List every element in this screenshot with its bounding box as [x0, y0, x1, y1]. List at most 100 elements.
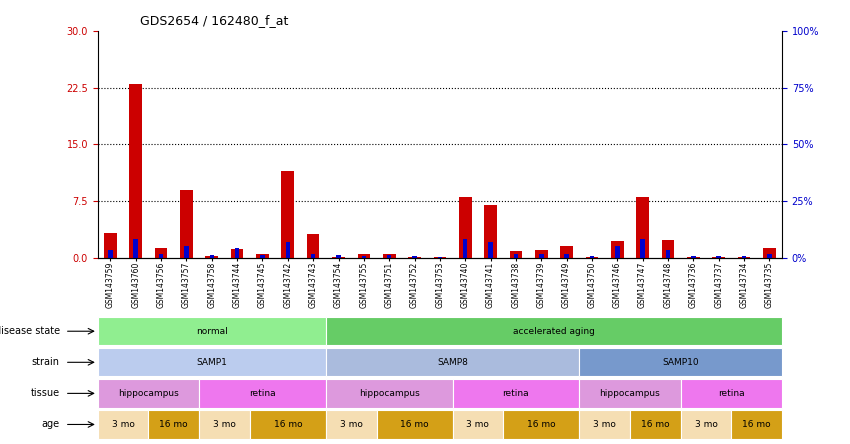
Bar: [184, 246, 189, 258]
Text: tissue: tissue: [31, 388, 60, 398]
Bar: [463, 239, 468, 258]
Bar: [149, 410, 199, 439]
Bar: [438, 257, 442, 258]
Bar: [452, 379, 579, 408]
Bar: [560, 246, 573, 258]
Bar: [579, 379, 681, 408]
Bar: [129, 84, 142, 258]
Bar: [256, 254, 269, 258]
Text: 3 mo: 3 mo: [111, 420, 134, 429]
Bar: [503, 410, 579, 439]
Bar: [180, 190, 193, 258]
Bar: [484, 205, 497, 258]
Bar: [104, 234, 116, 258]
Bar: [564, 254, 569, 258]
Bar: [615, 246, 620, 258]
Bar: [513, 254, 518, 258]
Bar: [206, 256, 218, 258]
Bar: [98, 348, 326, 377]
Text: retina: retina: [502, 389, 530, 398]
Text: age: age: [42, 420, 60, 429]
Bar: [377, 410, 452, 439]
Bar: [361, 256, 366, 258]
Text: 16 mo: 16 mo: [274, 420, 302, 429]
Bar: [199, 379, 326, 408]
Text: SAMP1: SAMP1: [196, 358, 227, 367]
Text: 16 mo: 16 mo: [400, 420, 429, 429]
Bar: [155, 249, 167, 258]
Bar: [687, 257, 700, 258]
Bar: [133, 239, 138, 258]
Bar: [98, 379, 199, 408]
Bar: [579, 410, 630, 439]
Bar: [611, 241, 624, 258]
Text: GDS2654 / 162480_f_at: GDS2654 / 162480_f_at: [140, 14, 289, 27]
Bar: [326, 410, 377, 439]
Bar: [326, 317, 782, 345]
Text: 16 mo: 16 mo: [527, 420, 556, 429]
Bar: [286, 242, 290, 258]
Bar: [326, 348, 579, 377]
Bar: [691, 256, 695, 258]
Text: accelerated aging: accelerated aging: [513, 327, 595, 336]
Bar: [159, 254, 163, 258]
Bar: [260, 255, 264, 258]
Bar: [666, 250, 671, 258]
Bar: [387, 255, 392, 258]
Bar: [209, 255, 214, 258]
Bar: [767, 254, 772, 258]
Bar: [535, 250, 547, 258]
Text: 3 mo: 3 mo: [694, 420, 717, 429]
Text: hippocampus: hippocampus: [599, 389, 660, 398]
Bar: [250, 410, 326, 439]
Bar: [661, 240, 674, 258]
Bar: [630, 410, 681, 439]
Bar: [459, 197, 472, 258]
Bar: [539, 254, 543, 258]
Text: 16 mo: 16 mo: [160, 420, 188, 429]
Text: 16 mo: 16 mo: [641, 420, 670, 429]
Text: hippocampus: hippocampus: [118, 389, 178, 398]
Text: strain: strain: [31, 357, 60, 367]
Bar: [488, 242, 493, 258]
Bar: [509, 251, 522, 258]
Bar: [681, 379, 782, 408]
Text: disease state: disease state: [0, 326, 60, 336]
Bar: [452, 410, 503, 439]
Bar: [434, 257, 446, 258]
Text: normal: normal: [196, 327, 228, 336]
Bar: [199, 410, 250, 439]
Bar: [640, 239, 645, 258]
Text: 16 mo: 16 mo: [742, 420, 771, 429]
Bar: [590, 256, 594, 258]
Text: 3 mo: 3 mo: [467, 420, 490, 429]
Text: SAMP8: SAMP8: [437, 358, 468, 367]
Bar: [281, 171, 294, 258]
Text: retina: retina: [718, 389, 745, 398]
Text: hippocampus: hippocampus: [359, 389, 420, 398]
Bar: [98, 317, 326, 345]
Bar: [235, 249, 240, 258]
Bar: [98, 410, 149, 439]
Bar: [332, 257, 345, 258]
Bar: [326, 379, 452, 408]
Bar: [731, 410, 782, 439]
Bar: [742, 256, 746, 258]
Bar: [358, 254, 371, 258]
Bar: [712, 257, 725, 258]
Bar: [307, 234, 320, 258]
Bar: [337, 254, 341, 258]
Text: retina: retina: [249, 389, 275, 398]
Bar: [763, 249, 776, 258]
Bar: [637, 197, 649, 258]
Bar: [681, 410, 731, 439]
Text: SAMP10: SAMP10: [662, 358, 699, 367]
Text: 3 mo: 3 mo: [340, 420, 363, 429]
Bar: [579, 348, 782, 377]
Bar: [738, 257, 751, 258]
Bar: [382, 254, 395, 258]
Bar: [231, 249, 243, 258]
Bar: [108, 250, 113, 258]
Bar: [717, 256, 721, 258]
Bar: [586, 257, 598, 258]
